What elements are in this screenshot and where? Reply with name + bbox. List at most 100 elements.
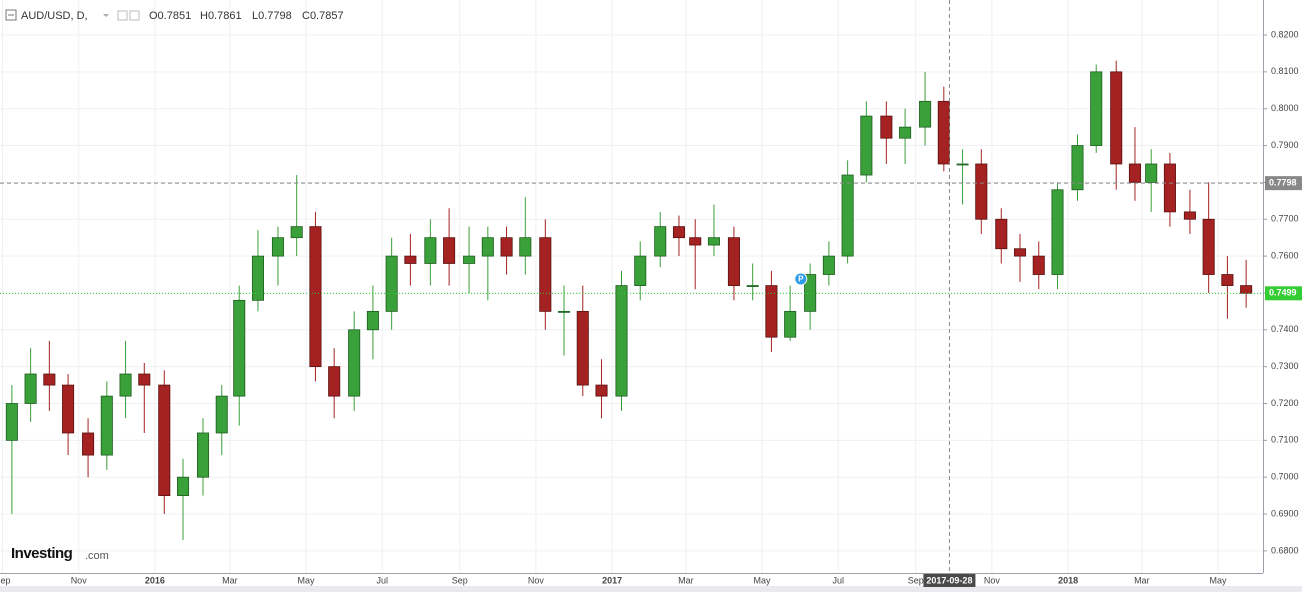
brand-logo-suffix: .com — [85, 550, 109, 562]
candle-body — [463, 255, 476, 264]
x-tick-label: Mar — [678, 575, 694, 585]
price-label-bg — [1265, 286, 1302, 301]
candle-body — [937, 100, 950, 165]
y-tick-label: 0.8000 — [1271, 103, 1299, 113]
x-tick-label: Jul — [832, 575, 844, 585]
x-tick-label: Sep — [452, 575, 468, 585]
candle-body — [348, 329, 361, 397]
symbol-title: AUD/USD, D, — [21, 10, 88, 22]
y-tick-label: 0.7900 — [1271, 140, 1299, 150]
plot-area — [0, 0, 1263, 573]
candle-body — [689, 237, 702, 246]
candle-body — [309, 226, 322, 368]
candle-body — [634, 255, 647, 286]
candle-body — [328, 366, 341, 397]
candle-body — [899, 126, 912, 139]
x-tick-label: Sep — [0, 575, 11, 585]
x-tick-label: May — [1210, 575, 1228, 585]
candle-body — [271, 237, 284, 257]
candle-body — [615, 285, 628, 397]
candle-body — [707, 237, 720, 246]
crosshair-label-bg — [923, 574, 976, 587]
y-tick-label: 0.7700 — [1271, 214, 1299, 224]
y-tick-label: 0.8200 — [1271, 29, 1299, 39]
candle-body — [196, 432, 210, 478]
candle-body — [784, 310, 797, 338]
y-tick-label: 0.7400 — [1271, 324, 1299, 334]
candle-body — [841, 174, 854, 257]
settings-icon[interactable] — [129, 10, 140, 21]
scroll-bar — [0, 586, 1302, 592]
candle-body — [1240, 285, 1253, 294]
candle-body — [1051, 189, 1064, 275]
y-tick-label: 0.7000 — [1271, 472, 1299, 482]
candle-body — [539, 237, 552, 312]
candle-body — [404, 255, 417, 264]
candle-body — [1128, 163, 1141, 183]
candle-body — [251, 255, 264, 301]
candle-body — [82, 432, 95, 456]
price-label-bg — [1265, 176, 1302, 191]
settings-icon[interactable] — [117, 10, 128, 21]
candle-body — [62, 384, 75, 434]
ohlc-low: L0.7798 — [252, 10, 292, 22]
x-tick-label: Nov — [528, 575, 545, 585]
collapse-icon[interactable] — [5, 9, 17, 21]
candle-body — [158, 384, 171, 497]
y-tick-label: 0.6900 — [1271, 508, 1299, 518]
candle-body — [1145, 163, 1158, 183]
annotation-marker — [794, 272, 808, 286]
candle-body — [443, 237, 456, 264]
candle-body — [215, 395, 228, 434]
candle-body — [100, 395, 113, 456]
candle-body — [424, 237, 437, 264]
candle-body — [995, 218, 1008, 250]
candle-body — [654, 226, 667, 257]
price-label: 0.7798 — [1269, 178, 1297, 188]
candle-body — [975, 163, 988, 220]
candle-body — [1202, 218, 1215, 275]
x-tick-label: 2018 — [1058, 575, 1078, 585]
x-tick-label: Nov — [984, 575, 1001, 585]
candle-body — [746, 285, 759, 287]
x-tick-label: May — [298, 575, 316, 585]
annotation-label: P — [798, 275, 804, 284]
candle-body — [1221, 274, 1234, 286]
x-tick-label: Nov — [71, 575, 88, 585]
candle-body — [385, 255, 398, 312]
candle-body — [233, 299, 246, 397]
candle-body — [956, 163, 969, 166]
candle-body — [919, 100, 932, 128]
candle-body — [138, 373, 151, 386]
candle-body — [860, 115, 873, 176]
candle-body — [822, 255, 835, 275]
candle-body — [576, 310, 589, 386]
ohlc-high: H0.7861 — [200, 10, 242, 22]
candle-body — [1110, 71, 1123, 165]
candle-body — [176, 476, 190, 497]
candle-body — [1013, 248, 1027, 257]
x-tick-label: 2017 — [602, 575, 622, 585]
ohlc-open: O0.7851 — [149, 10, 191, 22]
candle-body — [1071, 145, 1084, 191]
brand-logo: Investing — [11, 545, 73, 562]
crosshair-label: 2017-09-28 — [926, 575, 972, 585]
y-tick-label: 0.7200 — [1271, 398, 1299, 408]
y-tick-label: 0.7600 — [1271, 250, 1299, 260]
candle-body — [880, 115, 893, 139]
candle-body — [43, 373, 56, 386]
y-tick-label: 0.8100 — [1271, 66, 1299, 76]
x-tick-label: Mar — [222, 575, 238, 585]
price-label: 0.7499 — [1269, 288, 1297, 298]
candle-body — [119, 373, 132, 397]
dropdown-icon[interactable] — [103, 14, 109, 17]
candle-body — [1163, 163, 1176, 213]
candle-body — [5, 403, 18, 441]
candle-body — [366, 310, 379, 331]
y-tick-label: 0.7100 — [1271, 435, 1299, 445]
candle-body — [558, 310, 571, 313]
candle-body — [595, 384, 608, 397]
candle-body — [1032, 255, 1045, 275]
